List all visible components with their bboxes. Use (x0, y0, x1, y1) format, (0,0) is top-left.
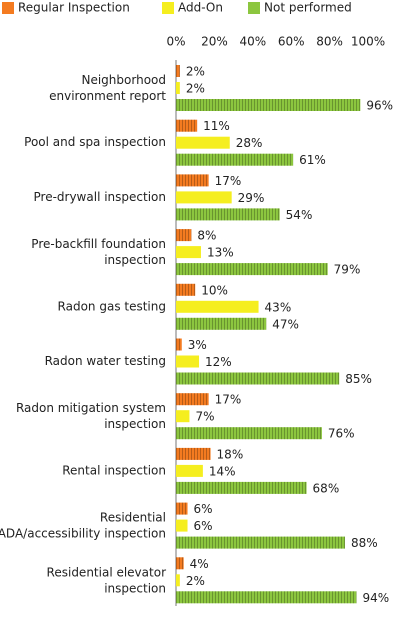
category-label: Neighborhood environment report (49, 73, 166, 103)
x-tick-label: 0% (166, 35, 185, 49)
value-label: 17% (215, 393, 242, 407)
bar-texture (176, 119, 198, 132)
bar (176, 464, 203, 477)
category-label: Pre-drywall inspection (34, 190, 167, 204)
value-label: 2% (186, 82, 205, 96)
category-label: Radon gas testing (58, 299, 166, 313)
value-label: 79% (334, 263, 361, 277)
value-label: 4% (190, 557, 209, 571)
legend-swatch (2, 2, 14, 14)
bar-texture (176, 317, 267, 330)
value-label: 18% (217, 447, 244, 461)
value-label: 8% (197, 229, 216, 243)
value-label: 88% (351, 536, 378, 550)
bar-texture (176, 208, 280, 221)
legend-label: Not performed (264, 1, 352, 15)
bar-texture (176, 372, 340, 385)
category-label: Residential ADA/accessibility inspection (0, 510, 166, 540)
value-label: 68% (313, 481, 340, 495)
category-label: Radon water testing (45, 354, 166, 368)
value-label: 12% (205, 355, 232, 369)
value-label: 96% (366, 99, 393, 113)
bar (176, 82, 180, 94)
bar (176, 191, 232, 204)
value-label: 61% (299, 153, 326, 167)
bar-texture (176, 557, 184, 570)
value-label: 28% (236, 136, 263, 150)
value-label: 7% (195, 410, 214, 424)
bar (176, 136, 230, 149)
bar-texture (176, 263, 328, 276)
value-label: 6% (194, 519, 213, 533)
bar-texture (176, 427, 322, 440)
bar (176, 574, 180, 587)
bar (176, 355, 200, 368)
bar-texture (176, 229, 192, 242)
bar-texture (176, 591, 357, 604)
legend-label: Add-On (178, 1, 223, 15)
value-label: 85% (345, 372, 372, 386)
x-tick-label: 40% (239, 35, 266, 49)
bar (176, 519, 188, 532)
category-label: Pool and spa inspection (24, 135, 166, 149)
value-label: 6% (194, 502, 213, 516)
bar (176, 300, 259, 313)
x-tick-label: 80% (316, 35, 343, 49)
value-label: 11% (203, 119, 230, 133)
value-label: 47% (272, 317, 299, 331)
bar-texture (176, 502, 188, 515)
category-label: Rental inspection (62, 463, 166, 477)
value-label: 2% (186, 65, 205, 79)
bar-texture (176, 447, 211, 460)
value-label: 14% (209, 464, 236, 478)
category-label: Pre-backfill foundation inspection (31, 237, 166, 267)
category-label: Radon mitigation system inspection (16, 401, 166, 431)
value-label: 13% (207, 246, 234, 260)
legend-swatch (162, 2, 174, 14)
x-tick-label: 60% (278, 35, 305, 49)
bar-texture (176, 99, 361, 111)
value-label: 76% (328, 427, 355, 441)
x-tick-label: 100% (351, 35, 385, 49)
bar-texture (176, 481, 307, 494)
bar-texture (176, 65, 180, 77)
legend-label: Regular Inspection (18, 1, 130, 15)
value-label: 94% (362, 591, 389, 605)
bar-texture (176, 338, 182, 351)
legend-swatch (248, 2, 260, 14)
value-label: 2% (186, 574, 205, 588)
value-label: 17% (215, 174, 242, 188)
value-label: 10% (201, 283, 228, 297)
value-label: 54% (286, 208, 313, 222)
category-label: Residential elevator inspection (47, 565, 167, 595)
value-label: 29% (238, 191, 265, 205)
bar-texture (176, 153, 294, 166)
bar-texture (176, 283, 196, 296)
bar (176, 410, 190, 423)
value-label: 3% (188, 338, 207, 352)
value-label: 43% (265, 300, 292, 314)
bar-texture (176, 393, 209, 406)
bar-texture (176, 174, 209, 187)
bar-texture (176, 536, 345, 549)
x-tick-label: 20% (201, 35, 228, 49)
bar (176, 246, 201, 259)
